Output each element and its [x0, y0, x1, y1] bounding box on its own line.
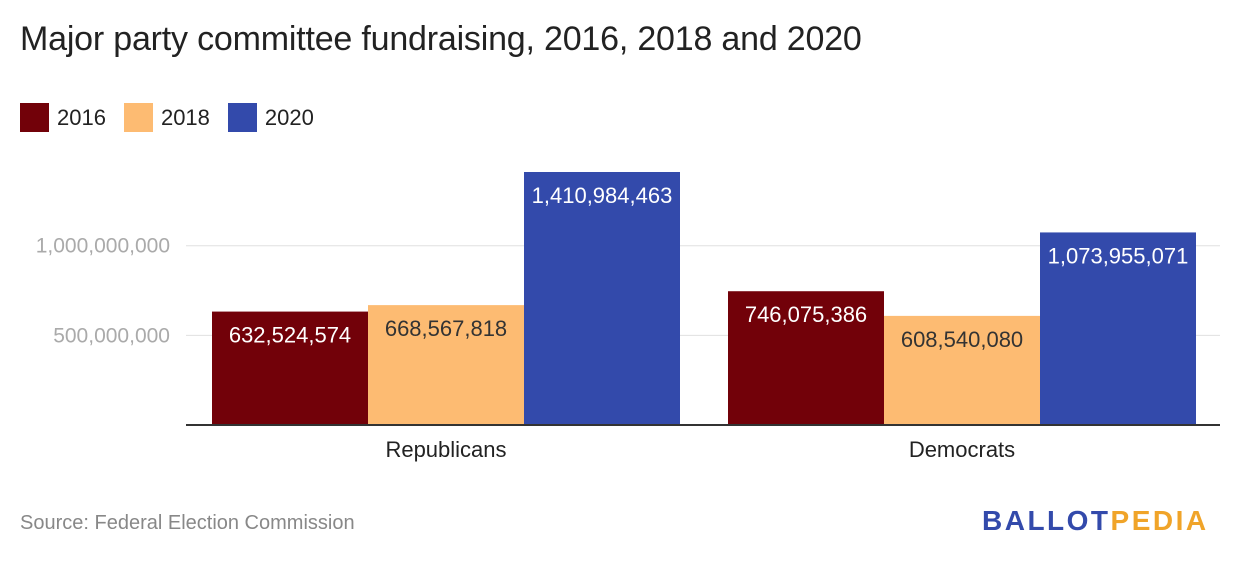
data-label: 608,540,080: [901, 327, 1023, 352]
chart-title: Major party committee fundraising, 2016,…: [20, 20, 862, 58]
bar-2018-republicans: [368, 305, 524, 425]
legend-swatch-2016: [20, 103, 49, 132]
legend-item-2020: 2020: [227, 103, 314, 132]
bar-2020-republicans: [524, 172, 680, 425]
y-tick-label: 500,000,000: [53, 324, 170, 347]
logo-text-pedia: PEDIA: [1110, 505, 1209, 536]
x-tick-label: Republicans: [385, 437, 506, 462]
data-label: 668,567,818: [385, 316, 507, 341]
bar-2018-democrats: [884, 315, 1040, 425]
bar-2016-republicans: [212, 311, 368, 425]
data-label: 746,075,386: [745, 302, 867, 327]
legend-item-2018: 2018: [123, 103, 210, 132]
y-tick-label: 1,000,000,000: [36, 235, 170, 258]
data-label: 1,410,984,463: [532, 183, 673, 208]
ballotpedia-logo: BALLOTPEDIA: [982, 505, 1209, 537]
legend-swatch-2018: [123, 103, 153, 132]
bar-2020-democrats: [1040, 232, 1196, 425]
legend-swatch-2020: [227, 103, 257, 132]
source-note: Source: Federal Election Commission: [20, 512, 355, 534]
legend-label-2020: 2020: [264, 104, 314, 130]
legend-label-2016: 2016: [57, 104, 106, 130]
data-label: 632,524,574: [229, 323, 351, 348]
logo-text-ballot: BALLOT: [982, 505, 1111, 536]
bar-2016-democrats: [728, 291, 884, 425]
x-tick-label: Democrats: [909, 437, 1015, 462]
legend-label-2018: 2018: [160, 104, 210, 130]
legend: 2016 2018 2020: [20, 103, 332, 132]
legend-item-2016: 2016: [20, 103, 106, 132]
data-label: 1,073,955,071: [1048, 243, 1189, 268]
